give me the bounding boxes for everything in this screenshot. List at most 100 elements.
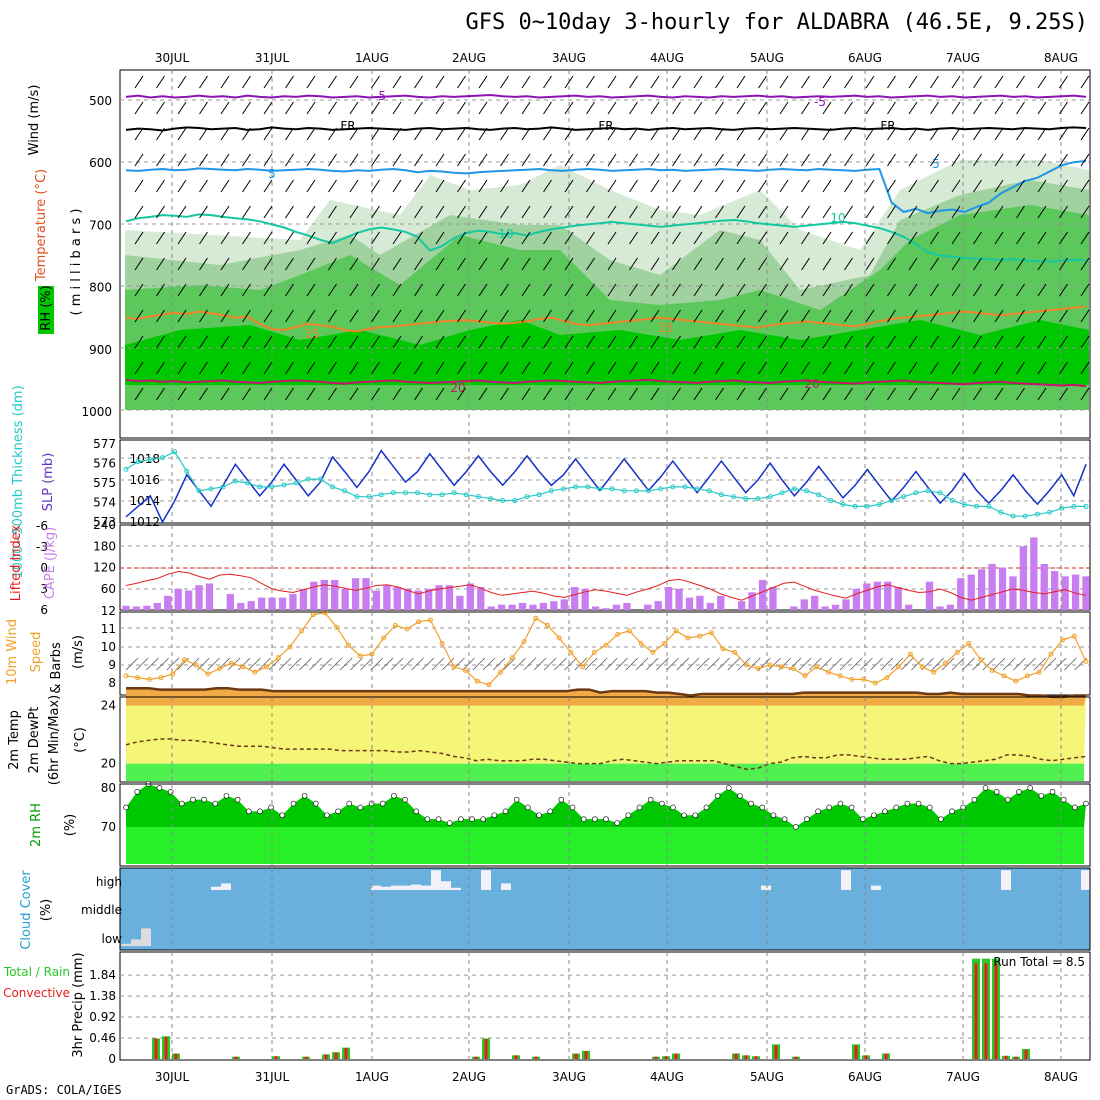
wind-barb bbox=[908, 231, 918, 245]
wind-barb bbox=[586, 101, 595, 115]
cape-bar bbox=[842, 599, 850, 610]
wind-barb bbox=[1059, 387, 1068, 401]
wind-barb bbox=[263, 179, 273, 193]
wind-barb bbox=[199, 101, 208, 115]
wind-barb bbox=[435, 309, 445, 323]
wind-barb bbox=[1059, 257, 1068, 271]
cloud-background bbox=[120, 868, 1090, 950]
surface-wind-barb bbox=[441, 657, 455, 671]
cape-bar bbox=[560, 599, 568, 610]
wind-barb bbox=[908, 205, 918, 219]
wind-barb bbox=[994, 153, 1004, 167]
wind-barb bbox=[564, 387, 574, 401]
wind-barb bbox=[994, 387, 1004, 401]
wind-barb bbox=[801, 335, 810, 349]
precip-conv-bar bbox=[474, 1056, 478, 1059]
day-label-top: 3AUG bbox=[552, 51, 586, 65]
cape-bar bbox=[424, 588, 433, 610]
precip-conv-bar bbox=[234, 1056, 238, 1059]
wind-barb bbox=[371, 101, 380, 115]
wind-barb bbox=[607, 283, 617, 297]
wind-barb bbox=[887, 205, 896, 219]
cape-bar bbox=[153, 602, 161, 610]
cloud-low-bar bbox=[131, 939, 141, 946]
surface-wind-barb bbox=[533, 657, 547, 671]
wind-barb bbox=[134, 361, 144, 375]
contour-label: FR bbox=[340, 119, 355, 133]
wind-barb bbox=[521, 257, 531, 271]
wind-barb bbox=[306, 75, 316, 89]
rh2-point bbox=[234, 796, 241, 803]
wind10m-unit-label: (m/s) bbox=[71, 635, 86, 669]
wind-barb bbox=[930, 231, 939, 245]
wind-barb bbox=[328, 387, 337, 401]
wind-speed-point bbox=[849, 676, 855, 682]
rh-shading-base bbox=[125, 385, 1089, 410]
wind-barb bbox=[285, 127, 294, 141]
wind-barb bbox=[349, 309, 359, 323]
wind-barb bbox=[285, 75, 294, 89]
wind-barb bbox=[328, 205, 337, 219]
wind-barb bbox=[951, 387, 961, 401]
wind-barb bbox=[285, 153, 294, 167]
wind-barb bbox=[951, 127, 961, 141]
wind-barb bbox=[865, 127, 875, 141]
wind-barb bbox=[672, 127, 681, 141]
precip-conv-bar bbox=[854, 1045, 858, 1059]
wind-barb bbox=[586, 361, 595, 375]
wind-barb bbox=[801, 387, 810, 401]
cape-bar bbox=[184, 590, 193, 610]
wind-barb bbox=[328, 127, 337, 141]
wind-barb bbox=[134, 309, 144, 323]
cape-bar bbox=[164, 595, 172, 610]
wind-barb bbox=[844, 179, 853, 193]
surface-wind-barb bbox=[1053, 657, 1067, 671]
day-label-bottom: 6AUG bbox=[848, 1070, 882, 1084]
wind-barb bbox=[392, 205, 402, 219]
wind-barb bbox=[478, 387, 488, 401]
wind-barb bbox=[1080, 101, 1090, 115]
wind-barb bbox=[844, 205, 853, 219]
wind-barb bbox=[629, 257, 638, 271]
wind-speed-point bbox=[521, 639, 527, 645]
wind-barb bbox=[629, 101, 638, 115]
wind-barb bbox=[994, 179, 1004, 193]
cape-bar bbox=[936, 606, 944, 610]
cape-bar bbox=[237, 602, 245, 610]
wind-barb bbox=[435, 257, 445, 271]
wind-speed-point bbox=[1048, 651, 1054, 657]
wind-barb bbox=[586, 205, 595, 219]
wind-barb bbox=[586, 75, 595, 89]
wind-barb bbox=[349, 257, 359, 271]
surface-wind-barb bbox=[472, 657, 486, 671]
wind-speed-point bbox=[299, 628, 305, 634]
temp-tick: 24 bbox=[101, 699, 116, 713]
wind-barb bbox=[543, 361, 552, 375]
wind-barb bbox=[822, 179, 832, 193]
wind-barb bbox=[736, 283, 746, 297]
wind-barb bbox=[285, 361, 294, 375]
wind-barb bbox=[736, 231, 746, 245]
surface-wind-barb bbox=[1013, 657, 1026, 671]
temp-lower-band bbox=[126, 763, 1084, 781]
rh2-base-band bbox=[126, 826, 1084, 864]
wind-barb bbox=[1037, 101, 1047, 115]
wind-barb bbox=[779, 75, 789, 89]
wind-speed-point bbox=[252, 669, 258, 675]
surface-wind-barb bbox=[1023, 657, 1036, 671]
rh2-point bbox=[938, 816, 944, 822]
wind-speed-point bbox=[943, 660, 949, 666]
wind-barb bbox=[1016, 153, 1025, 167]
slp-axis-label: SLP (mb) bbox=[41, 453, 56, 512]
wind-barb bbox=[715, 205, 724, 219]
thickness-point bbox=[560, 486, 566, 492]
wind-barb bbox=[930, 361, 939, 375]
rh2-point bbox=[815, 808, 821, 815]
wind-barb bbox=[908, 335, 918, 349]
precip-conv-bar bbox=[324, 1054, 328, 1059]
rh2-point bbox=[179, 800, 185, 807]
wind-barb bbox=[973, 257, 982, 271]
cloud-high-bar bbox=[1001, 870, 1011, 890]
pressure-axis-label: ( m i l l i b a r s ) bbox=[69, 209, 84, 316]
precip-total-label: Total / Rain bbox=[3, 965, 70, 979]
